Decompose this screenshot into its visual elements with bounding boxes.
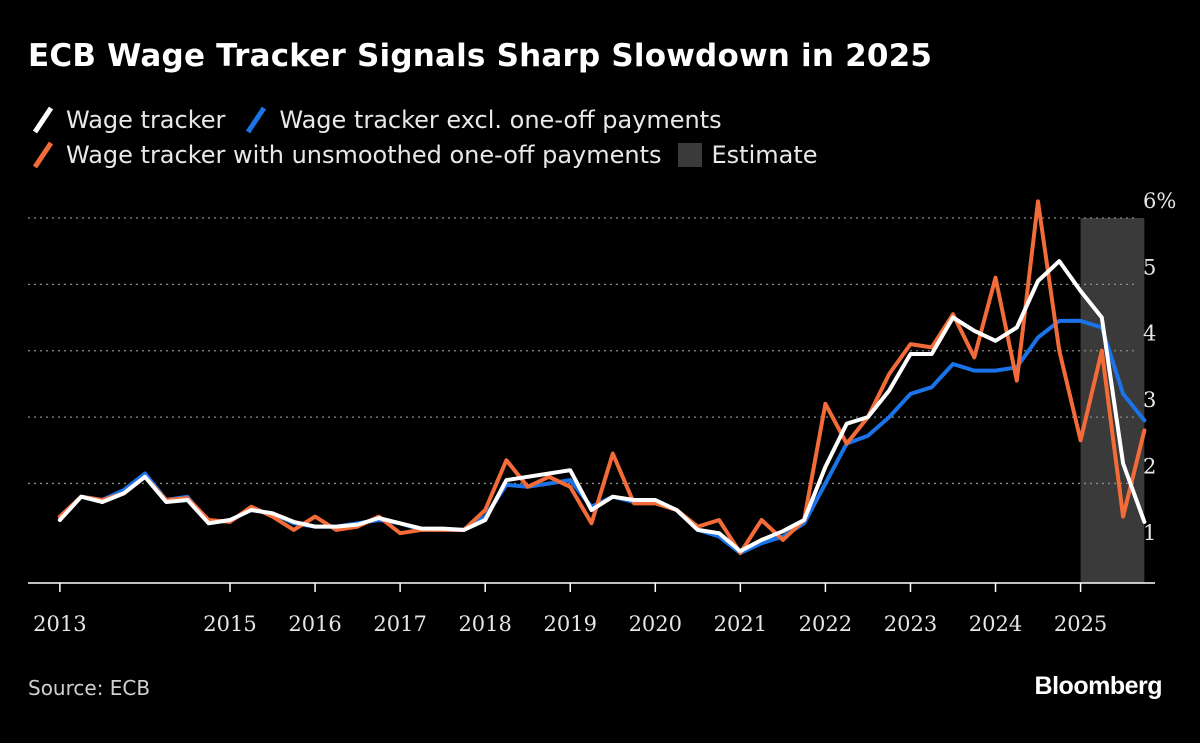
y-tick-label: 1 [1143, 521, 1156, 545]
source-note: Source: ECB [28, 676, 151, 700]
x-tick-label: 2025 [1054, 612, 1107, 636]
x-tick-label: 2022 [799, 612, 852, 636]
legend-swatch-excl-one-off [246, 106, 267, 134]
series-line-3 [57, 259, 1147, 554]
chart-title: ECB Wage Tracker Signals Sharp Slowdown … [28, 38, 933, 74]
series-line-1 [57, 318, 1147, 556]
legend-swatch-unsmoothed [32, 141, 54, 169]
x-tick-label: 2017 [373, 612, 426, 636]
legend-row-1: Wage tracker Wage tracker excl. one-off … [28, 103, 738, 137]
x-tick-label: 2016 [288, 612, 341, 636]
x-tick-label: 2020 [629, 612, 682, 636]
y-tick-label: 4 [1143, 322, 1156, 346]
legend-item-estimate: Estimate [677, 141, 818, 169]
legend-item-unsmoothed: Wage tracker with unsmoothed one-off pay… [28, 140, 662, 170]
y-tick-label: 6% [1143, 189, 1176, 213]
legend-label-wage-tracker: Wage tracker [66, 106, 226, 134]
legend-item-excl-one-off: Wage tracker excl. one-off payments [241, 105, 722, 135]
legend-label-excl-one-off: Wage tracker excl. one-off payments [279, 106, 722, 134]
y-tick-labels: 1 2 3 4 5 6% [1143, 189, 1176, 545]
x-axis [28, 582, 1155, 592]
y-tick-label: 3 [1143, 388, 1156, 412]
slash-line-icon [32, 141, 54, 169]
x-tick-labels: 2013 2015 2016 2017 2018 2019 2020 2021 2022 2023… [33, 612, 1107, 636]
legend-row-2: Wage tracker with unsmoothed one-off pay… [28, 138, 834, 172]
x-tick-label: 2013 [33, 612, 86, 636]
legend-label-estimate: Estimate [711, 141, 818, 169]
x-tick-label: 2018 [458, 612, 511, 636]
y-tick-label: 5 [1143, 255, 1156, 279]
legend-label-unsmoothed: Wage tracker with unsmoothed one-off pay… [66, 141, 662, 169]
y-tick-label: 2 [1143, 454, 1156, 478]
square-swatch-icon [677, 143, 702, 167]
gridlines [28, 217, 1135, 485]
slash-line-icon [246, 106, 267, 134]
legend-swatch-wage-tracker [32, 106, 54, 134]
x-tick-label: 2019 [544, 612, 597, 636]
x-tick-label: 2021 [714, 612, 767, 636]
x-tick-label: 2023 [884, 612, 937, 636]
x-tick-label: 2015 [203, 612, 256, 636]
series-lines [57, 199, 1147, 556]
bloomberg-logo: Bloomberg [1034, 672, 1163, 700]
legend-item-wage-tracker: Wage tracker [28, 105, 225, 135]
x-tick-label: 2024 [969, 612, 1022, 636]
slash-line-icon [32, 106, 54, 134]
